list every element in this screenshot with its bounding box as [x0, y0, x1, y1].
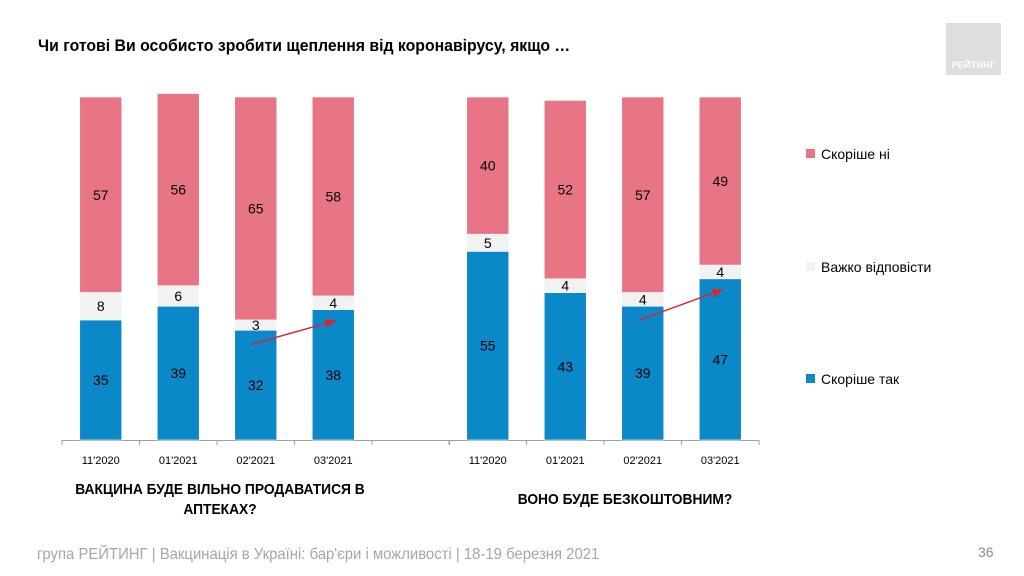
logo-text: РЕЙТИНГ: [951, 60, 996, 70]
bar-segment-yes: [466, 251, 510, 441]
data-label-no: 65: [248, 200, 264, 216]
data-label-no: 40: [480, 158, 496, 174]
chart-title-line: АПТЕКАХ?: [183, 501, 257, 518]
data-label-hard: 4: [639, 291, 647, 307]
x-tick-label: 01'2021: [546, 455, 585, 467]
legend-label-hard: Важко відповісти: [821, 259, 932, 275]
bar-segment-no: [466, 96, 510, 235]
bar-segment-yes: [79, 319, 123, 441]
legend-item-yes: Скоріше так: [806, 371, 899, 387]
bar-segment-yes: [311, 309, 355, 441]
legend-label-yes: Скоріше так: [821, 371, 900, 387]
legend-swatch-yes: [806, 374, 815, 383]
bar-segment-no: [311, 96, 355, 297]
data-label-no: 57: [635, 187, 651, 203]
trend-arrow: [251, 319, 337, 345]
chart-title-free: ВОНО БУДЕ БЕЗКОШТОВНИМ?: [482, 490, 767, 510]
data-label-hard: 4: [561, 278, 569, 294]
x-tick-label: 01'2021: [159, 455, 198, 467]
data-label-no: 52: [557, 182, 573, 198]
data-label-hard: 8: [97, 298, 105, 314]
data-label-yes: 32: [248, 377, 264, 393]
x-tick-label: 11'2020: [469, 455, 507, 467]
data-label-yes: 39: [170, 365, 186, 381]
bar-segment-no: [234, 96, 278, 321]
bar-segment-yes: [156, 305, 200, 441]
page-title: Чи готові Ви особисто зробити щеплення в…: [38, 36, 571, 55]
data-label-yes: 55: [480, 338, 496, 354]
data-label-hard: 5: [484, 235, 492, 251]
data-label-hard: 4: [716, 264, 724, 280]
x-tick-label: 02'2021: [236, 455, 275, 467]
chart-title-line: ВОНО БУДЕ БЕЗКОШТОВНИМ?: [517, 491, 733, 508]
data-label-no: 56: [170, 182, 186, 198]
x-tick-label: 03'2021: [701, 455, 740, 467]
bar-segment-no: [698, 96, 742, 266]
bar-segment-yes: [698, 278, 742, 441]
legend-swatch-no: [806, 149, 815, 158]
data-label-hard: 4: [329, 295, 337, 311]
x-tick-label: 11'2020: [82, 455, 120, 467]
data-label-yes: 38: [325, 367, 341, 383]
footer-text: група РЕЙТИНГ | Вакцинація в Україні: ба…: [37, 546, 600, 563]
data-label-hard: 6: [174, 288, 182, 304]
bar-segment-yes: [621, 305, 665, 441]
data-label-no: 49: [712, 173, 728, 189]
data-label-no: 58: [325, 188, 341, 204]
chart-title-line: ВАКЦИНА БУДЕ ВІЛЬНО ПРОДАВАТИСЯ В: [75, 481, 365, 498]
trend-arrow: [638, 289, 724, 321]
data-label-no: 57: [93, 187, 109, 203]
bar-segment-no: [543, 100, 587, 280]
page-number: 36: [978, 544, 994, 560]
data-label-yes: 47: [712, 351, 728, 367]
data-label-hard: 3: [252, 317, 260, 333]
data-label-yes: 43: [557, 358, 573, 374]
legend-item-hard: Важко відповісти: [806, 259, 931, 275]
bar-segment-yes: [234, 329, 278, 441]
legend-swatch-hard: [806, 262, 815, 271]
bar-segment-no: [621, 96, 665, 293]
legend-item-no: Скоріше ні: [806, 146, 890, 162]
data-label-yes: 39: [635, 365, 651, 381]
data-label-yes: 35: [93, 372, 109, 388]
bar-segment-no: [79, 96, 123, 293]
legend-label-no: Скоріше ні: [821, 146, 890, 162]
chart-title-pharmacies: ВАКЦИНА БУДЕ ВІЛЬНО ПРОДАВАТИСЯ В АПТЕКА…: [45, 480, 395, 520]
x-tick-label: 02'2021: [623, 455, 662, 467]
bar-segment-yes: [543, 292, 587, 441]
rating-logo: РЕЙТИНГ: [946, 23, 1001, 75]
bar-segment-no: [156, 93, 200, 286]
x-tick-label: 03'2021: [314, 455, 353, 467]
